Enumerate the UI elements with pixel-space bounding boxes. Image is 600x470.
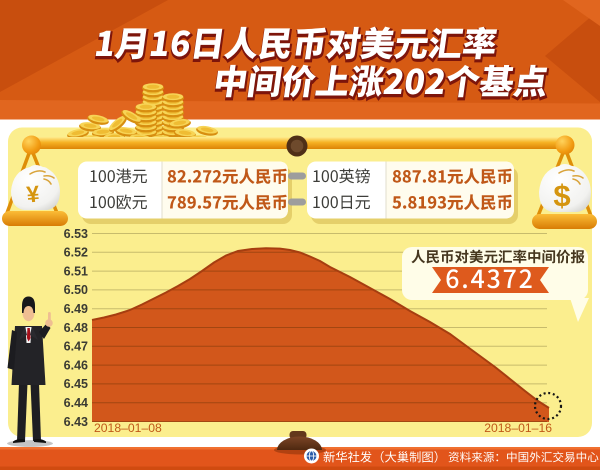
svg-text:6.45: 6.45 bbox=[64, 377, 88, 391]
svg-text:6.44: 6.44 bbox=[64, 396, 88, 410]
svg-text:$: $ bbox=[553, 178, 570, 213]
svg-text:6.48: 6.48 bbox=[64, 321, 88, 335]
svg-text:2018–01–16: 2018–01–16 bbox=[484, 421, 552, 435]
svg-text:6.49: 6.49 bbox=[64, 302, 88, 316]
svg-text:6.43: 6.43 bbox=[64, 415, 88, 429]
svg-text:¥: ¥ bbox=[25, 180, 40, 207]
svg-text:6.50: 6.50 bbox=[64, 283, 88, 297]
svg-text:2018–01–08: 2018–01–08 bbox=[94, 421, 162, 435]
svg-text:6.52: 6.52 bbox=[64, 246, 88, 260]
svg-text:6.53: 6.53 bbox=[64, 227, 88, 241]
svg-text:6.51: 6.51 bbox=[64, 264, 88, 278]
svg-text:6.46: 6.46 bbox=[64, 358, 88, 372]
svg-text:6.47: 6.47 bbox=[64, 340, 88, 354]
